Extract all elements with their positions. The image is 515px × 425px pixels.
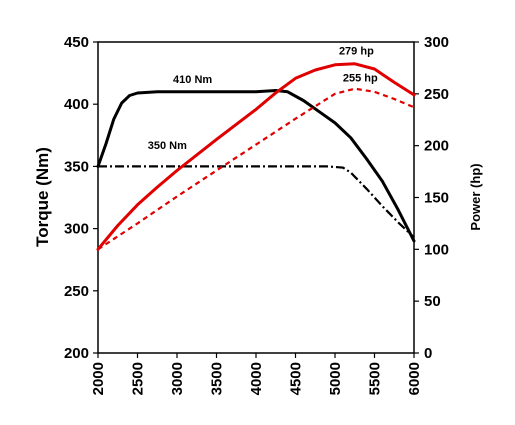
annotation-label: 279 hp — [339, 45, 374, 57]
series-line-4 — [97, 87, 415, 251]
right-tick-label: 250 — [424, 86, 449, 103]
x-tick-label: 4500 — [288, 362, 305, 395]
x-tick-label: 5000 — [327, 362, 344, 395]
series-line-2 — [98, 165, 415, 239]
x-tick-label: 6000 — [406, 362, 423, 395]
right-tick-label: 50 — [424, 293, 441, 310]
left-tick-label: 300 — [64, 221, 89, 238]
right-axis-title: Power (hp) — [468, 163, 483, 230]
left-tick-label: 200 — [64, 345, 89, 362]
right-tick-label: 300 — [424, 34, 449, 51]
right-tick-label: 150 — [424, 190, 449, 207]
x-tick-label: 2000 — [90, 362, 107, 395]
left-tick-label: 400 — [64, 96, 89, 113]
right-tick-label: 200 — [424, 138, 449, 155]
annotation-label: 255 hp — [343, 72, 378, 84]
annotation-label: 350 Nm — [148, 140, 187, 152]
x-tick-label: 4000 — [248, 362, 265, 395]
left-tick-label: 250 — [64, 283, 89, 300]
x-tick-label: 5500 — [367, 362, 384, 395]
x-tick-label: 3000 — [169, 362, 186, 395]
right-tick-label: 0 — [424, 345, 432, 362]
left-tick-label: 450 — [64, 34, 89, 51]
series-line-1 — [96, 89, 416, 243]
series-line-3 — [96, 62, 416, 251]
left-axis-title: Torque (Nm) — [33, 147, 52, 247]
x-tick-label: 3500 — [209, 362, 226, 395]
annotation-label: 410 Nm — [173, 74, 212, 86]
x-tick-label: 2500 — [130, 362, 147, 395]
left-tick-label: 350 — [64, 158, 89, 175]
right-tick-label: 100 — [424, 241, 449, 258]
